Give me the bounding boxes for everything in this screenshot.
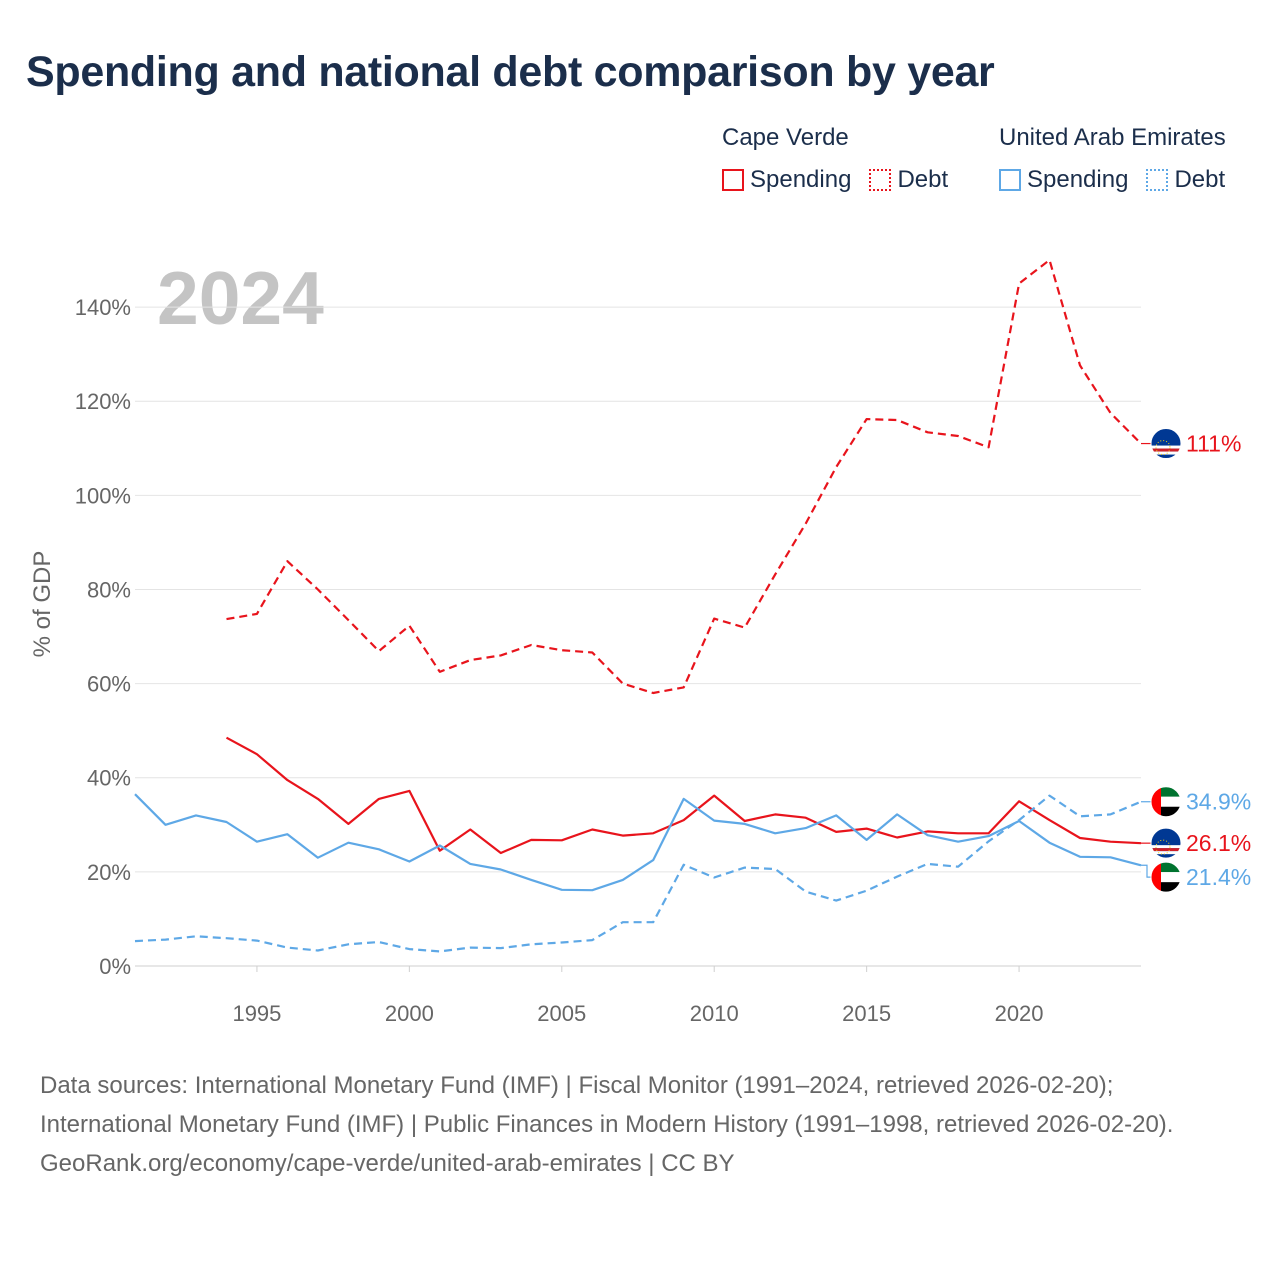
y-axis: 0% 20% 40% 60% 80% 100% 120% 140% <box>75 295 131 979</box>
end-value-label: 21.4% <box>1186 864 1251 890</box>
series-lines <box>134 258 1142 953</box>
dotted-line-swatch-icon <box>1146 169 1169 191</box>
y-tick-label: 0% <box>99 954 131 979</box>
series-line-united-arab-emirates-debt[interactable] <box>134 794 1142 953</box>
line-chart: 2024 0% 20% 40% 60% 80% 100% 120% 140% 1995 2000… <box>29 256 1251 1026</box>
legend-group-united-arab-emirates: United Arab Emirates Spending Debt <box>999 124 1226 194</box>
x-tick-label: 2015 <box>842 1001 891 1026</box>
sources-text: Data sources: International Monetary Fun… <box>40 1072 1174 1138</box>
y-tick-label: 80% <box>87 577 131 602</box>
legend-item-label: Debt <box>897 166 949 193</box>
x-axis: 1995 2000 2005 2010 2015 2020 <box>232 966 1044 1026</box>
y-tick-label: 120% <box>75 389 131 414</box>
end-value-label: 34.9% <box>1186 789 1251 815</box>
legend-item-uae-spending[interactable]: Spending <box>999 166 1128 194</box>
attribution-link[interactable]: GeoRank.org/economy/cape-verde/united-ar… <box>40 1150 735 1177</box>
data-sources: Data sources: International Monetary Fun… <box>40 1066 1240 1183</box>
year-watermark: 2024 <box>157 256 324 340</box>
gridlines <box>135 306 1141 967</box>
legend-item-cape-verde-debt[interactable]: Debt <box>869 166 948 194</box>
y-tick-label: 60% <box>87 672 131 697</box>
legend-item-uae-debt[interactable]: Debt <box>1146 166 1225 194</box>
end-labels: 111% 34.9% 26.1% 21.4% <box>1141 428 1251 893</box>
y-tick-label: 140% <box>75 295 131 320</box>
end-value-label: 111% <box>1186 431 1241 457</box>
y-axis-label: % of GDP <box>29 551 56 658</box>
legend-item-label: Spending <box>1027 166 1129 193</box>
uae-flag-icon <box>1150 786 1182 818</box>
x-tick-label: 2020 <box>995 1001 1044 1026</box>
x-tick-label: 2000 <box>385 1001 434 1026</box>
solid-line-swatch-icon <box>722 169 744 191</box>
cape-verde-flag-icon <box>1150 428 1182 460</box>
cape-verde-flag-icon <box>1150 827 1182 859</box>
legend-item-cape-verde-spending[interactable]: Spending <box>722 166 851 194</box>
chart-title: Spending and national debt comparison by… <box>26 48 995 96</box>
series-line-cape-verde-debt[interactable] <box>226 258 1142 695</box>
x-tick-label: 2005 <box>537 1001 586 1026</box>
series-line-cape-verde-spending[interactable] <box>225 736 1142 855</box>
series-line-united-arab-emirates-spending[interactable] <box>134 793 1142 892</box>
label-connector <box>1141 864 1151 878</box>
legend-item-label: Spending <box>750 166 852 193</box>
uae-flag-icon <box>1150 861 1182 893</box>
y-tick-label: 100% <box>75 483 131 508</box>
legend-group-cape-verde: Cape Verde Spending Debt <box>722 124 948 194</box>
legend-country-name: United Arab Emirates <box>999 124 1226 151</box>
end-value-label: 26.1% <box>1186 830 1251 856</box>
solid-line-swatch-icon <box>999 169 1021 191</box>
x-tick-label: 2010 <box>690 1001 739 1026</box>
legend-country-name: Cape Verde <box>722 124 849 151</box>
x-tick-label: 1995 <box>232 1001 281 1026</box>
y-tick-label: 40% <box>87 766 131 791</box>
dotted-line-swatch-icon <box>869 169 892 191</box>
y-tick-label: 20% <box>87 860 131 885</box>
legend-item-label: Debt <box>1174 166 1226 193</box>
